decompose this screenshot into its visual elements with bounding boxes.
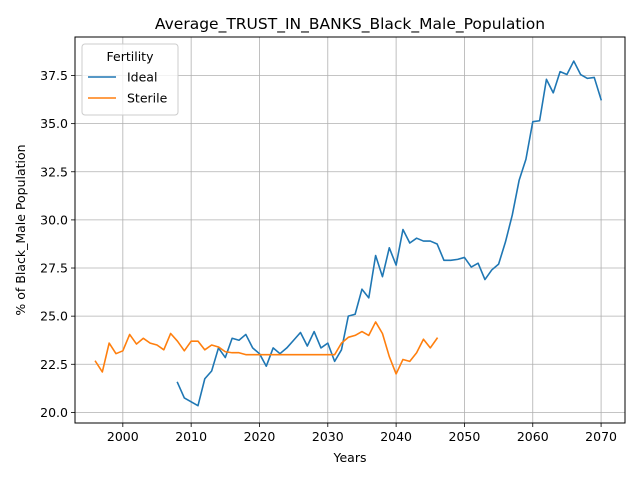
x-axis-ticks: 2000 2010 2020 2030 2040 2050 2060 2070 (107, 423, 617, 444)
legend-title: Fertility (107, 49, 155, 64)
y-tick-label: 32.5 (40, 164, 68, 179)
x-axis-label: Years (333, 450, 367, 465)
y-tick-label: 30.0 (40, 212, 68, 227)
x-tick-label: 2020 (244, 429, 276, 444)
series-line-sterile (94, 321, 439, 375)
y-tick-label: 20.0 (40, 405, 68, 420)
x-tick-label: 2040 (380, 429, 412, 444)
x-tick-label: 2050 (449, 429, 481, 444)
plot-frame (74, 36, 626, 424)
y-tick-label: 22.5 (40, 357, 68, 372)
x-tick-label: 2010 (175, 429, 207, 444)
legend-label-sterile: Sterile (127, 91, 168, 106)
grid-lines (75, 37, 625, 423)
legend-label-ideal: Ideal (127, 70, 157, 85)
y-tick-label: 37.5 (40, 68, 68, 83)
y-tick-label: 35.0 (40, 116, 68, 131)
legend: Fertility Ideal Sterile (81, 43, 179, 116)
y-tick-label: 27.5 (40, 261, 68, 276)
chart-title: Average_TRUST_IN_BANKS_Black_Male_Popula… (155, 15, 545, 34)
y-tick-label: 25.0 (40, 309, 68, 324)
plot-lines (94, 60, 603, 407)
x-tick-label: 2000 (107, 429, 139, 444)
x-tick-label: 2070 (585, 429, 617, 444)
x-tick-label: 2060 (517, 429, 549, 444)
x-tick-label: 2030 (312, 429, 344, 444)
series-line-ideal (176, 60, 603, 407)
y-axis-label: % of Black_Male Population (13, 144, 28, 315)
y-axis-ticks: 20.0 22.5 25.0 27.5 30.0 32.5 35.0 37.5 (40, 68, 75, 420)
